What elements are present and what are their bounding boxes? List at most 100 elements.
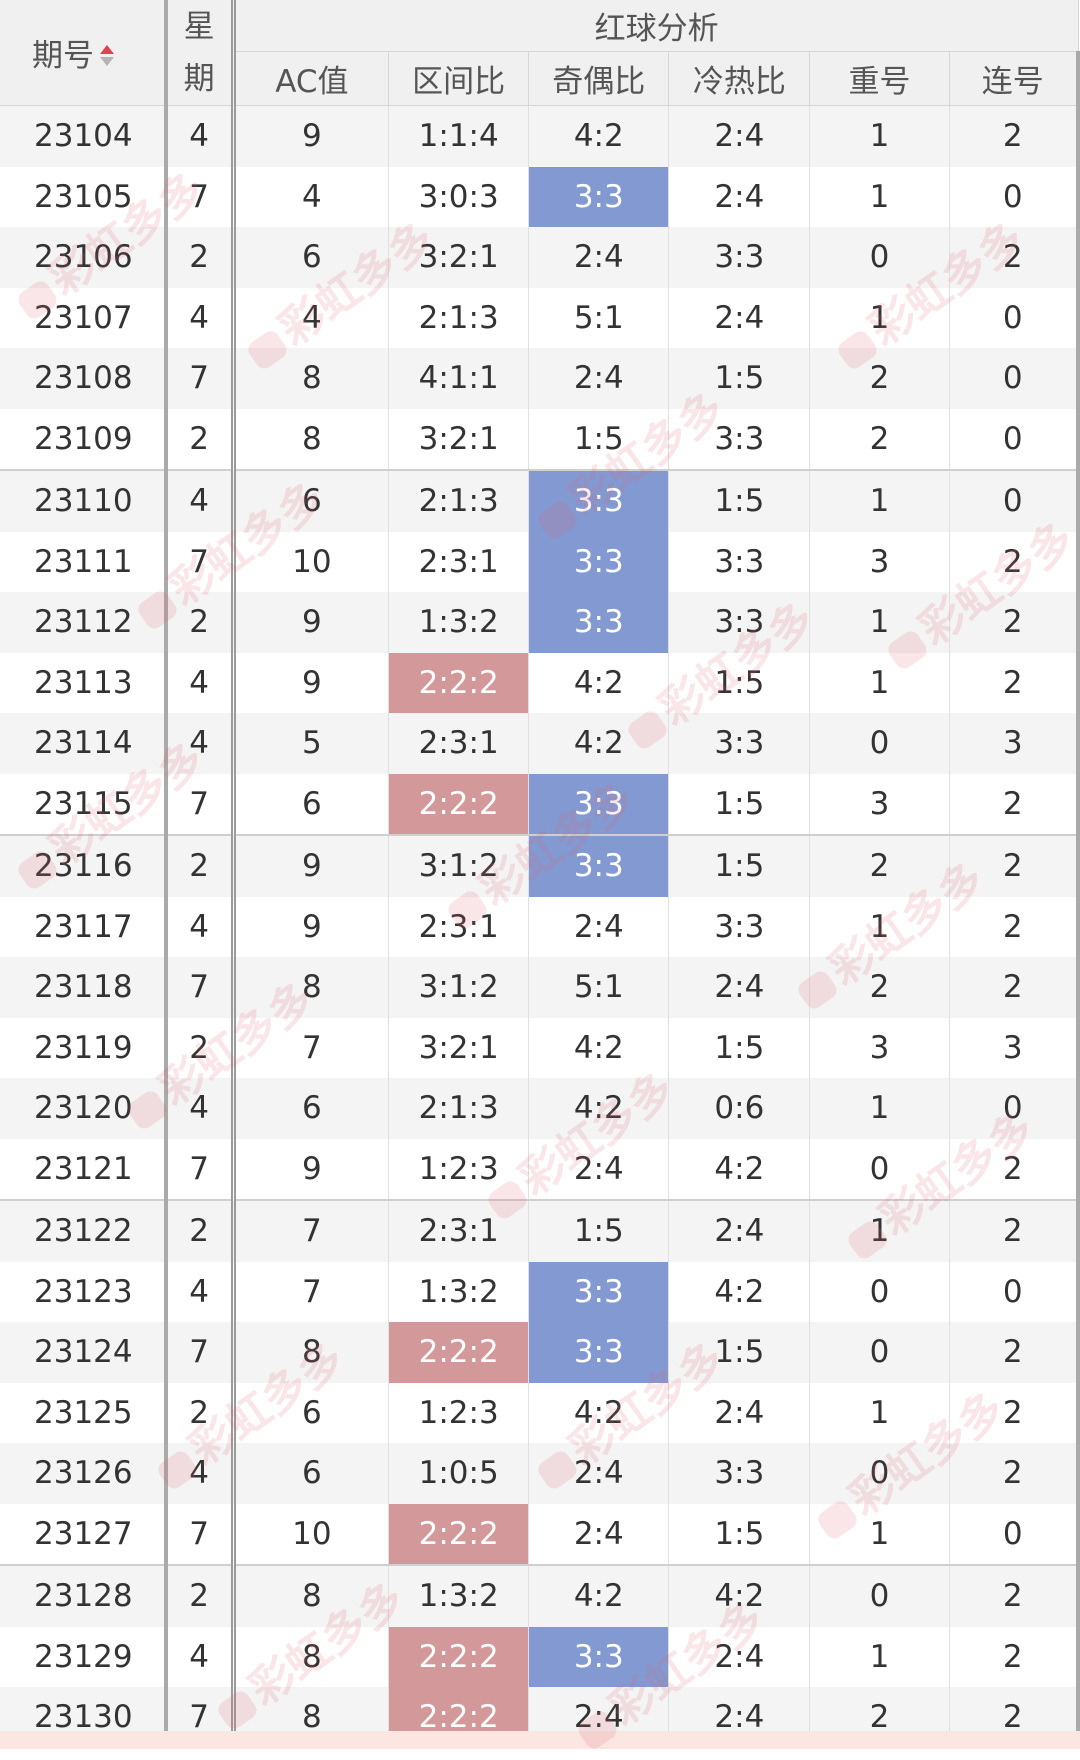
week-cell: 4 [165,287,236,348]
hot-cold-cell: 3:3 [668,713,811,774]
consecutive-cell: 2 [949,1443,1080,1504]
repeat-cell: 0 [809,227,950,288]
issue-cell: 23119 [0,1017,168,1078]
week-cell: 7 [165,1138,236,1201]
table-row[interactable]: 23123 4 7 1:3:2 3:3 4:2 0 0 [0,1261,1080,1322]
hot-cold-cell: 2:4 [668,287,811,348]
hot-cold-cell: 2:4 [668,166,811,227]
issue-cell: 23109 [0,408,168,471]
ac-value-cell: 6 [233,1078,390,1139]
table-row[interactable]: 23108 7 8 4:1:1 2:4 1:5 2 0 [0,348,1080,409]
odd-even-cell: 3:3 [528,773,670,836]
hot-cold-cell: 3:3 [668,896,811,957]
table-row[interactable]: 23116 2 9 3:1:2 3:3 1:5 2 2 [0,835,1080,897]
ac-value-cell: 8 [233,957,390,1018]
repeat-cell: 1 [809,166,950,227]
odd-even-cell: 4:2 [528,1017,670,1078]
issue-cell: 23120 [0,1078,168,1139]
ac-column-header: AC值 [233,51,390,106]
zone-ratio-cell: 1:3:2 [388,592,530,653]
table-row[interactable]: 23106 2 6 3:2:1 2:4 3:3 0 2 [0,227,1080,288]
ac-value-cell: 10 [233,531,390,592]
week-cell: 7 [165,348,236,409]
ac-value-cell: 8 [233,408,390,471]
table-row[interactable]: 23129 4 8 2:2:2 3:3 2:4 1 2 [0,1626,1080,1687]
table-row[interactable]: 23113 4 9 2:2:2 4:2 1:5 1 2 [0,652,1080,713]
table-row[interactable]: 23111 7 10 2:3:1 3:3 3:3 3 2 [0,531,1080,592]
consecutive-cell: 0 [949,470,1080,532]
zone-ratio-cell: 2:2:2 [388,773,530,836]
repeat-cell: 0 [809,1322,950,1383]
odd-even-cell: 2:4 [528,1503,670,1566]
table-row[interactable]: 23109 2 8 3:2:1 1:5 3:3 2 0 [0,408,1080,471]
ac-value-cell: 9 [233,896,390,957]
repeat-cell: 0 [809,1138,950,1201]
consecutive-cell: 0 [949,1261,1080,1322]
table-row[interactable]: 23114 4 5 2:3:1 4:2 3:3 0 3 [0,713,1080,774]
hot-cold-cell: 3:3 [668,227,811,288]
zone-ratio-cell: 1:2:3 [388,1138,530,1201]
sort-arrows-icon[interactable] [100,45,114,66]
issue-cell: 23106 [0,227,168,288]
repeat-cell: 2 [809,408,950,471]
table-row[interactable]: 23118 7 8 3:1:2 5:1 2:4 2 2 [0,957,1080,1018]
zone-ratio-cell: 3:2:1 [388,1017,530,1078]
table-row[interactable]: 23104 4 9 1:1:4 4:2 2:4 1 2 [0,105,1080,167]
week-cell: 2 [165,592,236,653]
odd-even-cell: 2:4 [528,896,670,957]
week-cell: 2 [165,227,236,288]
table-row[interactable]: 23105 7 4 3:0:3 3:3 2:4 1 0 [0,166,1080,227]
table-row[interactable]: 23117 4 9 2:3:1 2:4 3:3 1 2 [0,896,1080,957]
hot-cold-cell: 1:5 [668,1322,811,1383]
table-row[interactable]: 23119 2 7 3:2:1 4:2 1:5 3 3 [0,1017,1080,1078]
consecutive-cell: 2 [949,531,1080,592]
zone-ratio-cell: 2:1:3 [388,470,530,532]
zone-ratio-cell: 1:3:2 [388,1565,530,1627]
odd-even-cell: 3:3 [528,470,670,532]
zone-ratio-cell: 2:3:1 [388,531,530,592]
repeat-cell: 3 [809,531,950,592]
table-row[interactable]: 23126 4 6 1:0:5 2:4 3:3 0 2 [0,1443,1080,1504]
table-row[interactable]: 23125 2 6 1:2:3 4:2 2:4 1 2 [0,1382,1080,1443]
table-row[interactable]: 23127 7 10 2:2:2 2:4 1:5 1 0 [0,1503,1080,1566]
hot-cold-cell: 4:2 [668,1138,811,1201]
table-row[interactable]: 23128 2 8 1:3:2 4:2 4:2 0 2 [0,1565,1080,1627]
repeat-cell: 2 [809,348,950,409]
ac-value-cell: 4 [233,287,390,348]
table-row[interactable]: 23110 4 6 2:1:3 3:3 1:5 1 0 [0,470,1080,532]
consecutive-cell: 0 [949,166,1080,227]
repeat-cell: 1 [809,287,950,348]
hot-cold-cell: 1:5 [668,835,811,897]
ac-value-cell: 6 [233,1443,390,1504]
ac-value-cell: 7 [233,1017,390,1078]
hot-cold-cell: 2:4 [668,1200,811,1262]
week-cell: 4 [165,105,236,167]
odd-even-cell: 4:2 [528,105,670,167]
issue-cell: 23105 [0,166,168,227]
issue-column-header[interactable]: 期号 [0,0,168,106]
odd-even-cell: 4:2 [528,1565,670,1627]
table-row[interactable]: 23112 2 9 1:3:2 3:3 3:3 1 2 [0,592,1080,653]
week-cell: 7 [165,773,236,836]
table-row[interactable]: 23124 7 8 2:2:2 3:3 1:5 0 2 [0,1322,1080,1383]
zone-ratio-cell: 4:1:1 [388,348,530,409]
hot-cold-cell: 1:5 [668,470,811,532]
table-row[interactable]: 23122 2 7 2:3:1 1:5 2:4 1 2 [0,1200,1080,1262]
hot-cold-column-header: 冷热比 [668,51,811,106]
table-row[interactable]: 23121 7 9 1:2:3 2:4 4:2 0 2 [0,1138,1080,1201]
zone-ratio-cell: 1:2:3 [388,1382,530,1443]
week-cell: 4 [165,1626,236,1687]
table-row[interactable]: 23107 4 4 2:1:3 5:1 2:4 1 0 [0,287,1080,348]
odd-even-cell: 5:1 [528,957,670,1018]
odd-even-cell: 3:3 [528,1626,670,1687]
ac-value-cell: 6 [233,1382,390,1443]
consecutive-cell: 2 [949,1322,1080,1383]
hot-cold-cell: 2:4 [668,1626,811,1687]
zone-ratio-cell: 3:1:2 [388,957,530,1018]
table-row[interactable]: 23120 4 6 2:1:3 4:2 0:6 1 0 [0,1078,1080,1139]
table-row[interactable]: 23115 7 6 2:2:2 3:3 1:5 3 2 [0,773,1080,836]
ac-value-cell: 5 [233,713,390,774]
repeat-cell: 2 [809,957,950,1018]
zone-ratio-cell: 2:2:2 [388,1503,530,1566]
